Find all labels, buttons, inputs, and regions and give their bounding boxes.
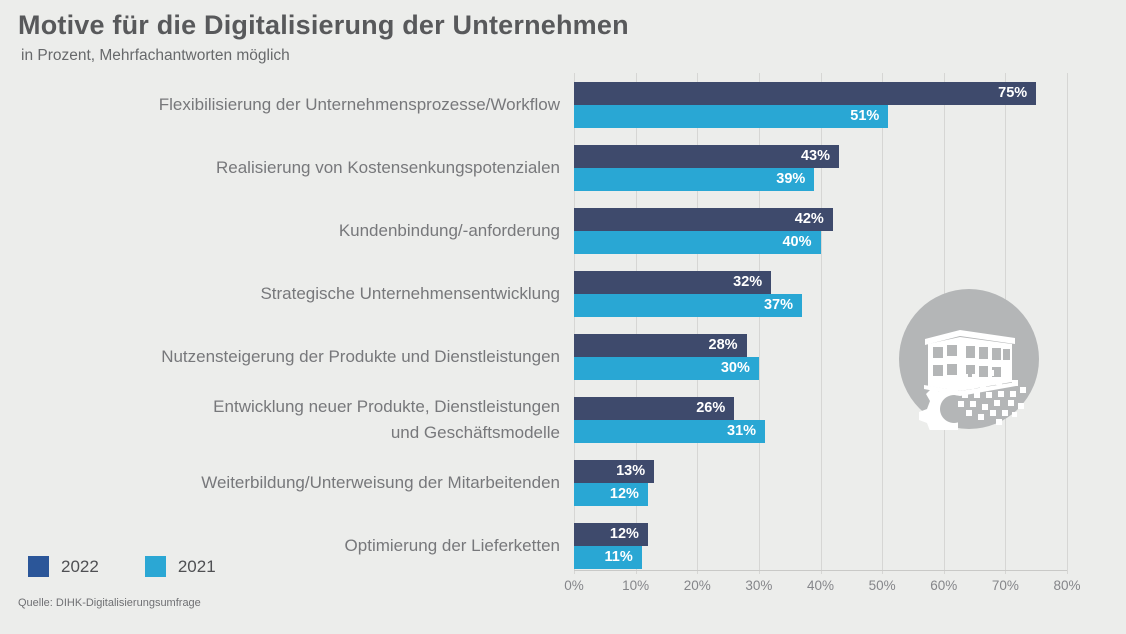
bar-value-label: 30% — [720, 360, 750, 376]
legend-item-2022: 2022 — [28, 556, 99, 577]
x-tick-10%: 10% — [622, 578, 650, 593]
chart-subtitle: in Prozent, Mehrfachantworten möglich — [21, 47, 290, 64]
x-axis-baseline — [574, 570, 1067, 571]
bar-2022: 28% — [574, 334, 747, 357]
source-note: Quelle: DIHK-Digitalisierungsumfrage — [18, 597, 201, 609]
bar-2021: 39% — [574, 168, 815, 191]
x-tick-20%: 20% — [683, 578, 711, 593]
bar-2022: 13% — [574, 460, 655, 483]
gridline-30% — [758, 73, 760, 574]
bar-2021: 31% — [574, 420, 766, 443]
bar-2021: 12% — [574, 483, 648, 506]
x-tick-50%: 50% — [868, 578, 896, 593]
x-tick-80%: 80% — [1053, 578, 1081, 593]
gridline-20% — [697, 73, 699, 574]
x-tick-70%: 70% — [991, 578, 1019, 593]
category-label: Flexibilisierung der Unternehmensprozess… — [158, 94, 560, 114]
bar-2022: 42% — [574, 208, 833, 231]
bar-value-label: 37% — [763, 297, 793, 313]
bar-value-label: 12% — [609, 486, 639, 502]
bar-2021: 11% — [574, 546, 642, 569]
gridline-0% — [574, 73, 575, 574]
bar-value-label: 32% — [733, 274, 763, 290]
bar-value-label: 13% — [616, 463, 646, 479]
chart-title: Motive für die Digitalisierung der Unter… — [18, 10, 629, 40]
bar-value-label: 28% — [708, 337, 738, 353]
category-label: Optimierung der Lieferketten — [344, 535, 560, 555]
bar-value-label: 51% — [850, 108, 880, 124]
bar-2022: 12% — [574, 523, 648, 546]
bar-2021: 37% — [574, 294, 802, 317]
x-tick-40%: 40% — [806, 578, 835, 593]
x-tick-30%: 30% — [745, 578, 773, 593]
category-label: Entwicklung neuer Produkte, Dienstleistu… — [213, 396, 560, 442]
bar-value-label: 39% — [776, 171, 806, 187]
bar-2021: 51% — [574, 105, 889, 128]
legend-swatch-2022 — [28, 556, 49, 577]
category-label: Weiterbildung/Unterweisung der Mitarbeit… — [201, 472, 560, 492]
bar-value-label: 75% — [998, 85, 1028, 101]
bar-2022: 43% — [574, 145, 839, 168]
category-label: Strategische Unternehmensentwicklung — [260, 283, 560, 303]
legend: 2022 2021 — [28, 556, 216, 577]
bar-2022: 26% — [574, 397, 735, 420]
category-label: Kundenbindung/-anforderung — [338, 220, 560, 240]
legend-item-2021: 2021 — [144, 556, 216, 577]
bar-value-label: 40% — [782, 234, 812, 250]
category-label: Realisierung von Kostensenkungspotenzial… — [215, 157, 560, 177]
bar-value-label: 43% — [800, 148, 830, 164]
bar-value-label: 26% — [696, 400, 726, 416]
bar-value-label: 11% — [604, 549, 633, 565]
legend-swatch-2021 — [144, 556, 166, 577]
gridline-10% — [635, 73, 637, 574]
bar-2021: 40% — [574, 231, 821, 254]
bar-value-label: 31% — [727, 423, 757, 439]
bar-2022: 75% — [574, 82, 1037, 105]
category-label: Nutzensteigerung der Produkte und Dienst… — [161, 346, 560, 366]
x-tick-60%: 60% — [930, 578, 958, 593]
bar-value-label: 12% — [609, 526, 639, 542]
bar-2021: 30% — [574, 357, 759, 380]
legend-label-2022: 2022 — [61, 556, 99, 576]
gridline-80% — [1067, 73, 1068, 574]
bar-2022: 32% — [574, 271, 772, 294]
x-tick-0%: 0% — [564, 578, 584, 593]
building-digital-gear-icon — [898, 288, 1040, 434]
gridline-40% — [820, 73, 822, 574]
legend-label-2021: 2021 — [177, 556, 216, 576]
gridline-50% — [882, 73, 884, 574]
bar-value-label: 42% — [794, 211, 824, 227]
